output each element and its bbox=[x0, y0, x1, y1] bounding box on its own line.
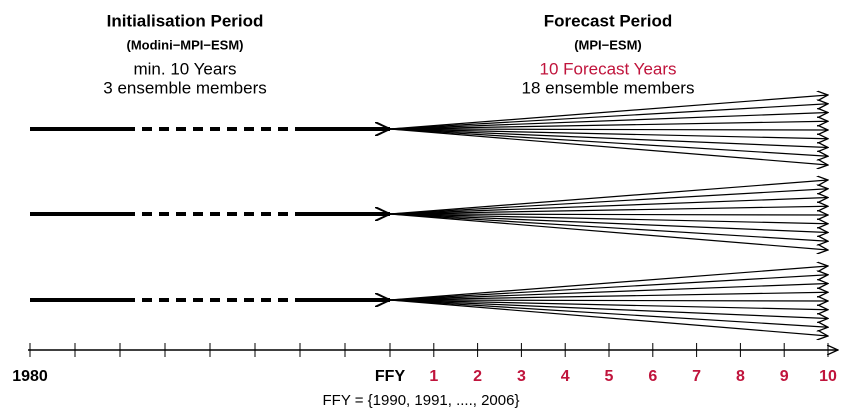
init-duration: min. 10 Years bbox=[133, 59, 236, 78]
year-label: 6 bbox=[648, 368, 657, 385]
year-label: 3 bbox=[517, 368, 526, 385]
year-label: 1 bbox=[429, 368, 438, 385]
forecast-arrow bbox=[389, 129, 828, 130]
year-label: 7 bbox=[692, 368, 701, 385]
year-label: 4 bbox=[561, 368, 570, 385]
forecast-arrow bbox=[389, 299, 828, 319]
forecast-arrow bbox=[389, 180, 828, 215]
year-label: 5 bbox=[605, 368, 614, 385]
forecast-arrow bbox=[389, 198, 828, 215]
forecast-arrow bbox=[389, 213, 828, 250]
year-label: 2 bbox=[473, 368, 482, 385]
forecast-arrow bbox=[389, 266, 828, 301]
forecast-title: Forecast Period bbox=[544, 11, 673, 30]
ffy-label: FFY bbox=[375, 368, 406, 385]
init-members: 3 ensemble members bbox=[103, 78, 266, 97]
forecast-arrow bbox=[389, 213, 828, 224]
start-year: 1980 bbox=[12, 368, 48, 385]
forecast-arrow bbox=[389, 214, 828, 215]
forecast-arrow bbox=[389, 284, 828, 301]
forecast-arrow bbox=[389, 95, 828, 130]
init-title: Initialisation Period bbox=[107, 11, 264, 30]
forecast-arrow bbox=[389, 292, 828, 301]
forecast-arrow bbox=[389, 128, 828, 139]
forecast-arrow bbox=[389, 300, 828, 301]
forecast-arrow bbox=[389, 206, 828, 215]
forecast-arrow bbox=[389, 299, 828, 336]
ensemble-rows bbox=[30, 95, 828, 336]
forecast-arrow bbox=[389, 104, 828, 130]
forecast-arrow bbox=[389, 213, 828, 241]
forecast-arrow bbox=[389, 128, 828, 156]
forecast-members: 18 ensemble members bbox=[522, 78, 695, 97]
forecast-arrow bbox=[389, 299, 828, 310]
init-model: (Modini−MPI−ESM) bbox=[127, 37, 244, 52]
forecast-arrow bbox=[389, 113, 828, 130]
forecast-arrow bbox=[389, 299, 828, 327]
forecast-arrow bbox=[389, 189, 828, 215]
axis-ticks: 1 2 3 4 5 6 7 8 9 10 bbox=[29, 343, 837, 385]
forecast-arrow bbox=[389, 121, 828, 130]
year-label: 8 bbox=[736, 368, 745, 385]
forecast-duration: 10 Forecast Years bbox=[539, 59, 676, 78]
forecast-arrow bbox=[389, 128, 828, 165]
year-label: 9 bbox=[780, 368, 789, 385]
forecast-model: (MPI−ESM) bbox=[574, 37, 642, 52]
footnote: FFY = {1990, 1991, ...., 2006} bbox=[323, 392, 520, 409]
forecast-arrow bbox=[389, 275, 828, 301]
forecast-arrow bbox=[389, 213, 828, 233]
year-label: 10 bbox=[819, 368, 837, 385]
forecast-arrow bbox=[389, 128, 828, 148]
